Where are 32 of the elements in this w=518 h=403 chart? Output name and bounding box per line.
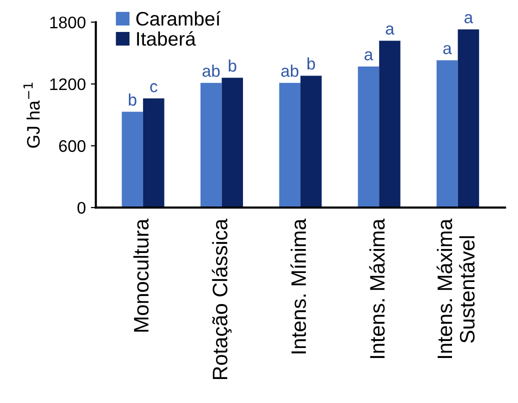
y-tick-label: 600 bbox=[59, 140, 86, 152]
y-tick-label: 1200 bbox=[50, 78, 86, 90]
x-tick-label: Intens. Máxima bbox=[369, 218, 385, 358]
data-label: a bbox=[443, 45, 452, 54]
y-tick-label: 1800 bbox=[50, 16, 86, 28]
data-label: c bbox=[150, 83, 158, 92]
bar bbox=[222, 78, 243, 208]
bar bbox=[200, 82, 222, 208]
bar bbox=[279, 82, 300, 208]
y-tick-label: 0 bbox=[77, 202, 86, 214]
data-label: ab bbox=[281, 64, 298, 77]
bar bbox=[143, 98, 164, 208]
data-label: a bbox=[364, 51, 374, 60]
bar bbox=[358, 66, 380, 208]
data-label: b bbox=[228, 59, 236, 72]
data-label: b bbox=[128, 93, 136, 106]
x-tick-label: Intens. Mínima bbox=[290, 218, 306, 354]
bar bbox=[300, 76, 322, 208]
data-label: a bbox=[464, 14, 474, 24]
x-tick-label: Monocultura bbox=[133, 218, 149, 332]
y-axis-title: GJ ha$^{−1}$ bbox=[23, 82, 40, 148]
data-label: b bbox=[308, 57, 315, 70]
bar bbox=[122, 112, 144, 208]
legend-label: Itaberá bbox=[137, 31, 196, 46]
x-tick-label: Rotação Clássica bbox=[212, 218, 232, 380]
data-label: a bbox=[386, 26, 394, 35]
bar bbox=[436, 60, 458, 208]
x-tick-label: Intens. Máxima Sustentável bbox=[436, 218, 475, 358]
data-label: ab bbox=[202, 64, 220, 77]
legend-label: Carambeí bbox=[136, 11, 221, 26]
bar bbox=[458, 29, 480, 208]
bar bbox=[379, 40, 400, 208]
